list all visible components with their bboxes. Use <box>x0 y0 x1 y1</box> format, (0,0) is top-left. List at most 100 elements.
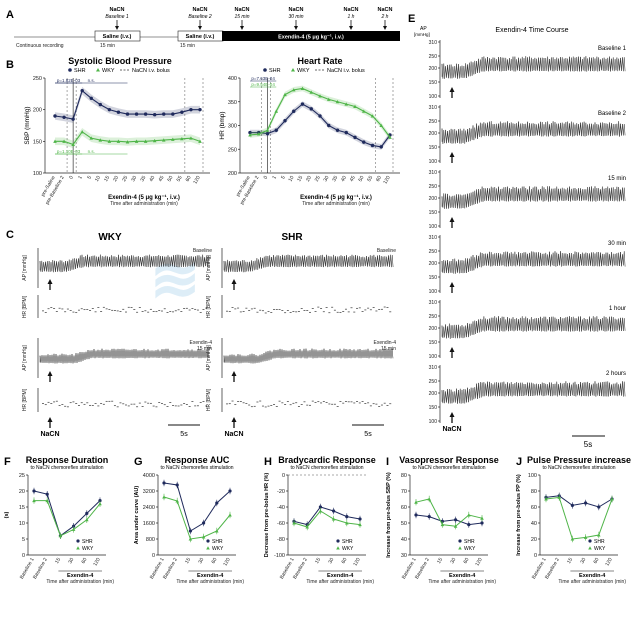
data-point <box>248 130 252 135</box>
x-tick-label: 30 <box>67 557 75 565</box>
data-point <box>570 537 575 541</box>
data-point <box>198 139 202 143</box>
event-name: NaCN <box>110 7 125 13</box>
data-point <box>71 142 75 146</box>
panel-label: I <box>386 456 389 468</box>
data-point <box>80 88 84 93</box>
data-point <box>414 500 418 504</box>
x-axis-subtitle: Time after administration (min) <box>176 579 244 585</box>
data-point <box>300 86 305 90</box>
legend-shr-marker <box>206 539 210 543</box>
data-point <box>305 525 309 529</box>
e-y-tick-label: 100 <box>429 94 438 100</box>
y-tick-label: 2400 <box>143 505 155 511</box>
scale-label: 5s <box>180 431 188 438</box>
x-tick-label: 35 <box>139 175 147 183</box>
duration1-label: 15 min <box>100 43 115 49</box>
x-tick-label: 30 <box>579 557 587 565</box>
x-tick-label: 15 <box>184 557 192 565</box>
data-point <box>379 145 383 149</box>
event-name: NaCN <box>193 7 208 13</box>
data-point <box>583 535 588 539</box>
data-point <box>544 497 548 501</box>
series-line <box>163 496 231 540</box>
data-point <box>98 138 103 142</box>
data-point <box>353 135 357 140</box>
x-tick-label: 30 <box>197 557 205 565</box>
legend-wky-label: WKY <box>594 546 606 552</box>
x-axis-title: Exendin-4 <box>449 573 476 579</box>
panel-subtitle: to NaCN chemoreflex stimulation <box>290 465 363 471</box>
legend-wky-label: WKY <box>297 68 310 74</box>
y-tick-label: -80 <box>277 537 285 543</box>
x-axis-subtitle: Time after administration (min) <box>302 201 370 207</box>
e-y-tick-label: 310 <box>429 105 438 111</box>
legend-wky-marker <box>458 546 462 550</box>
data-point <box>162 481 166 485</box>
legend-wky-label: WKY <box>342 546 354 552</box>
x-tick-label: 25 <box>121 175 129 183</box>
x-tick-label: 15 <box>296 175 304 183</box>
y-tick-label: 5 <box>22 537 25 543</box>
y-tick-label: 20 <box>19 489 25 495</box>
exendin-time-label: 15 min <box>381 346 396 352</box>
ap-axis-label: AP [mmHg] <box>22 345 28 371</box>
duration2-label: 15 min <box>180 43 195 49</box>
panel-e-unit: [mmHg] <box>414 32 430 37</box>
series-line <box>545 495 613 508</box>
data-point <box>265 131 270 136</box>
x-axis-subtitle: Time after administration (min) <box>110 201 178 207</box>
x-axis-title: Exendin-4 <box>197 573 224 579</box>
x-tick-label: 10 <box>94 175 102 183</box>
x-axis-title: Exendin-4 <box>327 573 354 579</box>
series-line <box>34 500 101 537</box>
nacn-arrowhead <box>449 282 455 287</box>
event-arrowhead <box>198 26 202 30</box>
legend-shr-label: SHR <box>212 539 223 545</box>
panel-title: Response AUC <box>165 455 230 465</box>
ap-axis-label: AP [mmHg] <box>206 255 212 281</box>
e-y-tick-label: 250 <box>429 119 438 125</box>
e-y-tick-label: 250 <box>429 184 438 190</box>
nacn-arrowhead <box>47 371 53 376</box>
event-sub: 1 h <box>348 14 355 20</box>
y-tick-label: 200 <box>228 171 237 177</box>
exendin-label: Exendin-4 (5 μg kg⁻¹, i.v.) <box>278 34 344 41</box>
x-tick-label: 40 <box>148 175 156 183</box>
pressure-trace <box>39 348 210 364</box>
series-line <box>293 510 361 528</box>
legend-shr-label: SHR <box>74 68 86 74</box>
data-point <box>116 139 121 143</box>
pressure-trace <box>441 316 626 339</box>
hr-axis-label: HR [BPM] <box>22 295 28 318</box>
e-row-label: Baseline 1 <box>598 46 627 52</box>
saline1-box <box>94 30 141 42</box>
x-tick-label: 1 <box>77 175 84 181</box>
data-point <box>89 136 94 140</box>
e-y-tick-label: 150 <box>429 145 438 151</box>
panel-e-ap: AP <box>420 26 427 32</box>
pvalue-label: p=1.10E-03 <box>57 149 81 154</box>
data-point <box>134 112 139 116</box>
legend-wky-marker <box>588 546 592 550</box>
x-tick-label: 120 <box>352 557 361 567</box>
data-point <box>45 492 49 496</box>
data-point <box>202 521 206 525</box>
x-axis-title: Exendin-4 <box>67 573 94 579</box>
panel-title: Response Duration <box>26 455 109 465</box>
y-tick-label: 10 <box>19 521 25 527</box>
y-tick-label: -60 <box>277 521 285 527</box>
nacn-label: NaCN <box>40 431 59 438</box>
y-tick-label: 0 <box>152 553 155 559</box>
y-tick-label: 40 <box>401 537 407 543</box>
hr-title: Heart Rate <box>297 56 342 66</box>
panel-title: Pulse Pressure increase <box>527 455 631 465</box>
y-axis-title: HR (bmp) <box>219 111 226 139</box>
x-tick-label: 15 <box>566 557 574 565</box>
data-point <box>175 499 179 503</box>
exendin-time-label: 15 min <box>197 346 212 352</box>
data-point <box>162 495 166 499</box>
data-point <box>331 517 336 521</box>
y-tick-label: 800 <box>146 537 155 543</box>
